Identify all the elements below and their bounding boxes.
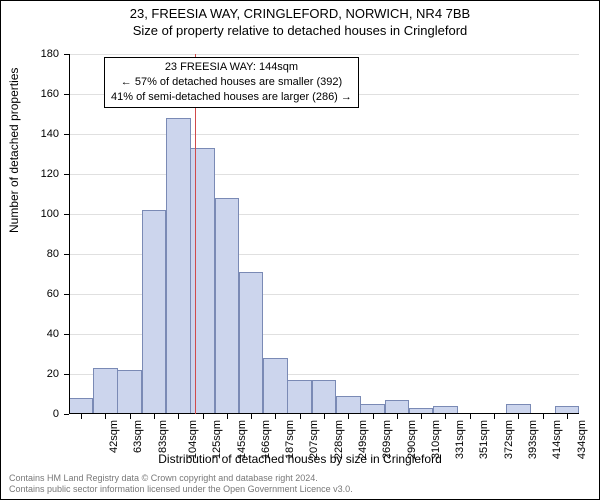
y-tick-label: 0 <box>53 408 59 420</box>
annotation-line-1: 23 FREESIA WAY: 144sqm <box>111 60 352 75</box>
reference-line <box>195 54 196 414</box>
y-tick-label: 160 <box>41 88 59 100</box>
annotation-box: 23 FREESIA WAY: 144sqm ← 57% of detached… <box>104 57 359 108</box>
annotation-line-2: ← 57% of detached houses are smaller (39… <box>111 75 352 90</box>
footer: Contains HM Land Registry data © Crown c… <box>9 473 591 496</box>
chart-container: 23, FREESIA WAY, CRINGLEFORD, NORWICH, N… <box>0 0 600 500</box>
chart-subtitle: Size of property relative to detached ho… <box>1 23 599 38</box>
x-tick-label: 63sqm <box>132 420 144 453</box>
x-tick-label: 42sqm <box>108 420 120 453</box>
footer-line-2: Contains public sector information licen… <box>9 484 591 495</box>
annotation-line-3: 41% of semi-detached houses are larger (… <box>111 90 352 105</box>
axes: 020406080100120140160180 42sqm63sqm83sqm… <box>69 54 579 414</box>
x-tick-label: 83sqm <box>157 420 169 453</box>
chart-title: 23, FREESIA WAY, CRINGLEFORD, NORWICH, N… <box>1 6 599 23</box>
y-tick-label: 120 <box>41 168 59 180</box>
x-axis-label: Distribution of detached houses by size … <box>1 452 599 466</box>
y-tick-label: 180 <box>41 48 59 60</box>
plot-area: 020406080100120140160180 42sqm63sqm83sqm… <box>69 54 579 414</box>
y-tick-label: 20 <box>47 368 59 380</box>
y-tick-label: 140 <box>41 128 59 140</box>
y-tick-label: 80 <box>47 248 59 260</box>
y-axis-label: Number of detached properties <box>7 68 21 233</box>
y-tick-label: 60 <box>47 288 59 300</box>
y-axis-line <box>69 54 70 414</box>
y-tick-label: 100 <box>41 208 59 220</box>
y-tick-label: 40 <box>47 328 59 340</box>
footer-line-1: Contains HM Land Registry data © Crown c… <box>9 473 591 484</box>
